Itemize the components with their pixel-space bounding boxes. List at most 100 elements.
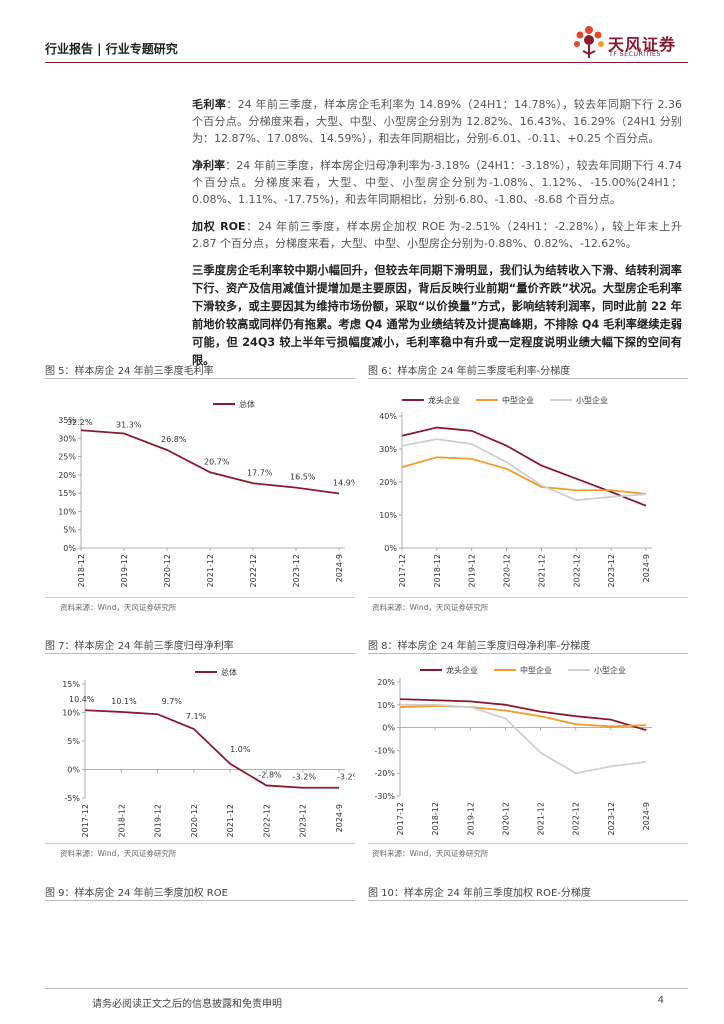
report-header-title: 行业报告 | 行业专题研究 xyxy=(45,42,178,56)
fig9-title: 图 9：样本房企 24 年前三季度加权 ROE xyxy=(45,888,228,899)
text-roe: ：24 年前三季度，样本房企加权 ROE 为-2.51%（24H1：-2.28%… xyxy=(192,220,682,250)
fig8-series-line-3 xyxy=(400,703,647,775)
fig6-xtick-label: 2024-9 xyxy=(642,554,651,582)
fig7-source: 资料来源：Wind，天风证券研究所 xyxy=(60,849,177,858)
fig5-legend-label: 总体 xyxy=(239,399,255,409)
fig5-data-label: 26.8% xyxy=(161,435,187,444)
fig5-top-rule xyxy=(45,378,355,379)
fig5-series-line-1 xyxy=(80,429,340,495)
header-divider xyxy=(45,62,688,63)
fig8-legend-label: 小型企业 xyxy=(594,665,626,675)
fig5-xtick-label: 2024-9 xyxy=(335,554,344,582)
fig6-ytick-label: 10% xyxy=(379,511,397,520)
fig5-bottom-rule xyxy=(45,597,355,598)
fig8-top-rule xyxy=(368,653,688,654)
fig8-xtick-label: 2018-12 xyxy=(431,802,440,835)
fig7-xtick-label: 2024-9 xyxy=(335,804,344,832)
fig5-data-label: 32.2% xyxy=(67,418,93,427)
fig8-title: 图 8：样本房企 24 年前三季度归母净利率-分梯度 xyxy=(368,641,591,652)
fig5-ytick-label: 20% xyxy=(58,471,76,480)
fig8-xtick-label: 2020-12 xyxy=(501,802,510,835)
fig7-data-label: 1.0% xyxy=(230,745,251,754)
footer-disclaimer: 请务必阅读正文之后的信息披露和免责申明 xyxy=(92,999,282,1010)
fig5-xtick-label: 2018-12 xyxy=(77,554,86,587)
fig8-ytick-label: 0% xyxy=(382,724,395,733)
fig7-data-label: 10.1% xyxy=(111,697,137,706)
fig8-ytick-label: 10% xyxy=(377,701,395,710)
fig7-series-line-1 xyxy=(84,709,339,789)
page-number: 4 xyxy=(657,995,664,1006)
fig5-ytick-label: 0% xyxy=(63,544,76,553)
fig5-ytick-label: 25% xyxy=(58,453,76,462)
paragraph-net-margin: 净利率：24 年前三季度，样本房企归母净利率为-3.18%（24H1：-3.18… xyxy=(192,157,682,208)
fig6-title: 图 6：样本房企 24 年前三季度毛利率-分梯度 xyxy=(368,366,571,377)
fig6-legend-label: 中型企业 xyxy=(502,395,534,405)
fig10-top-rule xyxy=(368,900,688,901)
fig6-xtick-label: 2019-12 xyxy=(468,554,477,587)
fig9-top-rule xyxy=(45,900,355,901)
fig7-top-rule xyxy=(45,653,355,654)
fig7-title: 图 7：样本房企 24 年前三季度归母净利率 xyxy=(45,641,234,652)
fig6-ytick-label: 0% xyxy=(384,544,397,553)
fig7-bottom-rule xyxy=(45,843,355,844)
fig8-chart: -30% -20% -10% 0% 10% 20% 2017-12 2018-12 2019-1… xyxy=(374,665,652,835)
fig8-legend-label: 中型企业 xyxy=(520,665,552,675)
fig8-xtick-label: 2022-12 xyxy=(572,802,581,835)
fig5-ytick-label: 35% xyxy=(58,416,76,425)
fig6-xtick-label: 2020-12 xyxy=(503,554,512,587)
fig7-ytick-label: -5% xyxy=(64,794,80,803)
fig8-xtick-label: 2023-12 xyxy=(607,802,616,835)
fig7-ytick-label: 10% xyxy=(62,709,80,718)
logo-chinese-name: 天风证券 xyxy=(608,35,677,54)
fig6-chart: 0% 10% 20% 30% 40% 2017-12 2018-12 2019-12 2020-… xyxy=(379,395,652,587)
fig8-xtick-label: 2017-12 xyxy=(396,802,405,835)
fig5-title: 图 5：样本房企 24 年前三季度毛利率 xyxy=(45,366,214,377)
fig7-data-label: 7.1% xyxy=(186,712,207,721)
paragraph-roe: 加权 ROE：24 年前三季度，样本房企加权 ROE 为-2.51%（24H1：… xyxy=(192,218,682,252)
fig8-bottom-rule xyxy=(368,843,688,844)
fig7-data-label: -2.8% xyxy=(258,770,282,779)
fig7-ytick-label: 15% xyxy=(62,680,80,689)
fig7-xtick-label: 2021-12 xyxy=(226,804,235,837)
fig5-xtick-label: 2023-12 xyxy=(292,554,301,587)
fig8-ytick-label: -20% xyxy=(374,769,395,778)
fig5-ytick-label: 30% xyxy=(58,434,76,443)
fig8-ytick-label: -30% xyxy=(374,792,395,801)
text-net-margin: ：24 年前三季度，样本房企归母净利率为-3.18%（24H1：-3.18%），… xyxy=(192,159,683,206)
fig5-xtick-label: 2020-12 xyxy=(163,554,172,587)
fig6-bottom-rule xyxy=(368,597,688,598)
fig6-ytick-label: 40% xyxy=(379,412,397,421)
fig8-series-line-2 xyxy=(399,705,647,728)
fig7-xtick-label: 2020-12 xyxy=(190,804,199,837)
keyword-net-margin: 净利率 xyxy=(192,159,226,172)
fig6-legend-label: 小型企业 xyxy=(576,395,608,405)
fig5-ytick-label: 15% xyxy=(58,489,76,498)
fig8-xtick-label: 2019-12 xyxy=(466,802,475,835)
paragraph-conclusion: 三季度房企毛利率较中期小幅回升，但较去年同期下滑明显，我们认为结转收入下滑、结转… xyxy=(192,264,682,367)
fig6-series-line-2 xyxy=(401,456,647,495)
fig8-xtick-label: 2021-12 xyxy=(537,802,546,835)
fig7-chart: -5% 0% 5% 10% 15% 2017-12 2018-12 2019-12 2020-1… xyxy=(62,667,355,837)
fig5-data-label: 14.9% xyxy=(333,479,355,488)
company-logo: 天风证券 TF SECURITIES xyxy=(568,24,698,64)
logo-flower-icon xyxy=(574,26,604,58)
keyword-roe: 加权 ROE xyxy=(192,220,246,233)
fig6-xtick-label: 2023-12 xyxy=(607,554,616,587)
fig8-legend-label: 龙头企业 xyxy=(446,665,478,675)
fig7-data-label: 9.7% xyxy=(162,697,183,706)
fig5-chart: 0% 5% 10% 15% 20% 25% 30% 35% 2018-12 2019-12 2020… xyxy=(58,399,355,587)
logo-english-name: TF SECURITIES xyxy=(609,50,661,58)
text-gross-margin: ：24 年前三季度，样本房企毛利率为 14.89%（24H1：14.78%），较… xyxy=(192,98,682,145)
fig7-xtick-label: 2022-12 xyxy=(262,804,271,837)
fig5-data-label: 17.7% xyxy=(247,468,273,477)
fig5-ytick-label: 5% xyxy=(63,526,76,535)
fig8-series-line-1 xyxy=(399,698,647,731)
fig5-xtick-label: 2019-12 xyxy=(120,554,129,587)
fig7-ytick-label: 5% xyxy=(67,737,80,746)
fig6-xtick-label: 2021-12 xyxy=(537,554,546,587)
fig7-xtick-label: 2018-12 xyxy=(117,804,126,837)
fig7-xtick-label: 2019-12 xyxy=(154,804,163,837)
fig6-xtick-label: 2017-12 xyxy=(398,554,407,587)
fig6-legend-label: 龙头企业 xyxy=(428,395,460,405)
fig7-xtick-label: 2017-12 xyxy=(81,804,90,837)
